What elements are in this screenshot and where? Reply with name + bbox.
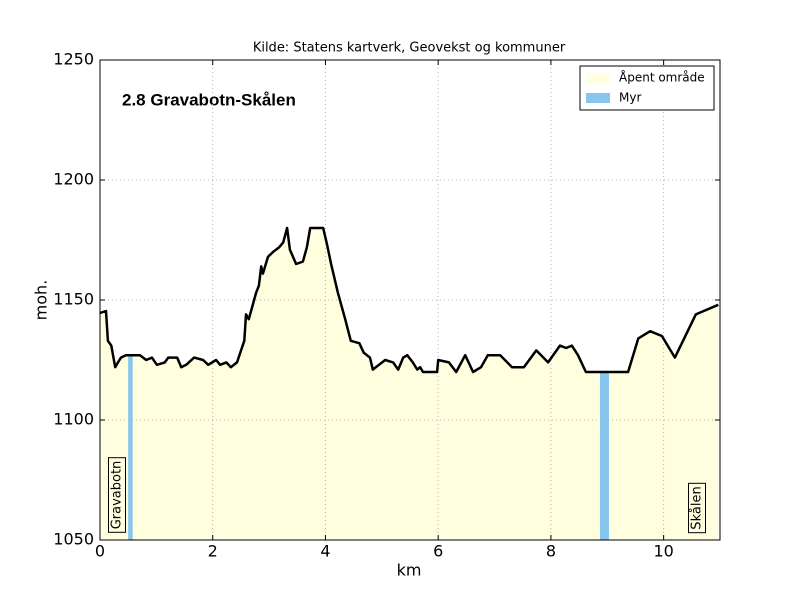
y-tick-label: 1200	[53, 170, 94, 189]
legend-swatch	[586, 73, 610, 83]
legend-swatch	[586, 93, 610, 103]
x-tick-label: 8	[546, 542, 556, 561]
annotation: Skålen	[688, 482, 706, 534]
y-tick-label: 1100	[53, 410, 94, 429]
annotation-box	[688, 482, 706, 534]
legend: Åpent område Myr	[579, 65, 715, 111]
myr-band	[128, 355, 133, 540]
plot-frame	[99, 59, 721, 541]
open-area	[100, 228, 719, 540]
x-tick-label: 10	[653, 542, 673, 561]
x-tick-label: 2	[208, 542, 218, 561]
chart-subtitle: 2.8 Gravabotn-Skålen	[122, 90, 296, 109]
chart-title: Kilde: Statens kartverk, Geovekst og kom…	[253, 41, 566, 56]
legend-label: Åpent område	[619, 70, 705, 85]
annotation-text: Skålen	[690, 486, 705, 529]
annotation: Gravabotn	[108, 457, 126, 533]
y-tick-label: 1250	[53, 50, 94, 69]
y-tick-label: 1150	[53, 290, 94, 309]
myr-band	[599, 372, 609, 540]
x-tick-label: 4	[320, 542, 330, 561]
annotation-text: Gravabotn	[110, 461, 125, 530]
annotation-box	[108, 457, 126, 533]
legend-label: Myr	[619, 91, 641, 105]
x-tick-label: 0	[95, 542, 105, 561]
y-axis-label: moh.	[32, 280, 51, 321]
x-tick-label: 6	[433, 542, 443, 561]
x-axis-label: km	[397, 561, 422, 580]
y-tick-label: 1050	[53, 530, 94, 549]
elevation-line	[99, 226, 719, 374]
